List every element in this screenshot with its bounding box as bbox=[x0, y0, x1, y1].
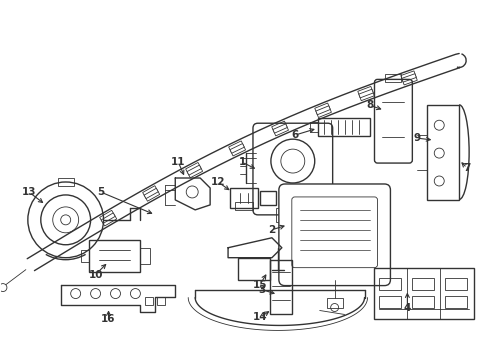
Bar bbox=[400, 71, 416, 85]
Bar bbox=[140, 248, 150, 264]
Bar bbox=[309, 122, 317, 132]
Bar bbox=[374, 268, 473, 319]
Bar bbox=[315, 106, 329, 115]
Text: 7: 7 bbox=[463, 163, 470, 173]
Bar bbox=[271, 121, 288, 136]
Bar bbox=[326, 298, 342, 307]
Bar bbox=[81, 250, 88, 262]
Text: 10: 10 bbox=[88, 270, 102, 280]
Bar bbox=[144, 188, 158, 199]
Bar bbox=[238, 258, 269, 280]
Text: 2: 2 bbox=[268, 225, 275, 235]
Bar bbox=[444, 278, 466, 289]
Text: 15: 15 bbox=[252, 280, 266, 289]
Bar bbox=[357, 86, 373, 101]
Bar bbox=[228, 141, 245, 156]
Bar bbox=[185, 162, 202, 178]
Bar bbox=[100, 210, 117, 226]
Bar bbox=[314, 103, 331, 117]
Text: 3: 3 bbox=[258, 284, 265, 294]
Text: 6: 6 bbox=[290, 130, 298, 140]
Text: 12: 12 bbox=[210, 177, 225, 187]
Bar bbox=[186, 165, 201, 175]
Bar bbox=[145, 297, 153, 305]
Text: 5: 5 bbox=[97, 187, 104, 197]
Bar bbox=[358, 89, 372, 98]
Bar bbox=[229, 144, 244, 153]
Bar bbox=[58, 178, 74, 186]
Text: 4: 4 bbox=[403, 302, 410, 312]
Bar bbox=[260, 191, 275, 205]
Bar bbox=[275, 208, 307, 222]
Bar bbox=[379, 296, 401, 307]
Bar bbox=[272, 124, 286, 133]
Bar bbox=[88, 240, 140, 272]
Bar bbox=[444, 296, 466, 307]
Bar bbox=[385, 75, 401, 82]
Bar bbox=[157, 297, 165, 305]
Text: 1: 1 bbox=[238, 157, 245, 167]
Text: 9: 9 bbox=[413, 133, 420, 143]
Text: 16: 16 bbox=[101, 314, 116, 324]
Text: 13: 13 bbox=[21, 187, 36, 197]
Bar bbox=[401, 74, 415, 82]
Bar bbox=[317, 118, 369, 136]
Bar bbox=[269, 260, 291, 315]
Bar bbox=[235, 202, 252, 210]
Bar bbox=[101, 213, 115, 224]
Text: 14: 14 bbox=[252, 312, 267, 323]
Bar bbox=[142, 186, 160, 201]
Bar bbox=[411, 296, 433, 307]
FancyBboxPatch shape bbox=[278, 184, 389, 285]
Text: 11: 11 bbox=[171, 157, 185, 167]
Text: 8: 8 bbox=[365, 100, 372, 110]
Bar bbox=[427, 105, 458, 200]
Bar bbox=[411, 278, 433, 289]
Bar bbox=[379, 278, 401, 289]
Bar bbox=[229, 188, 258, 208]
